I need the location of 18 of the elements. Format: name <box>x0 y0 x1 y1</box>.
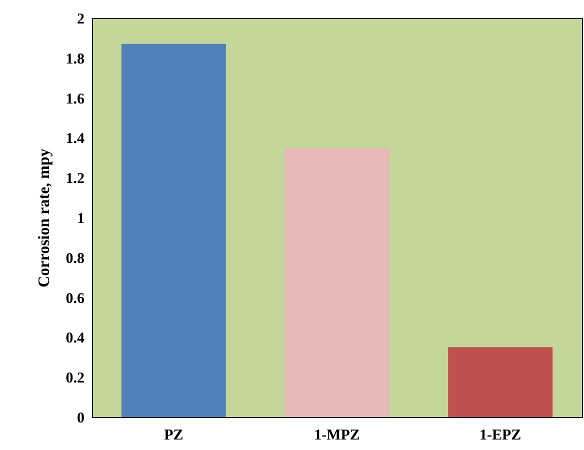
x-tick-label: PZ <box>164 428 184 444</box>
y-tick-label: 1.8 <box>66 51 84 68</box>
x-tick-label: 1-EPZ <box>479 428 522 444</box>
y-tick-label: 0.4 <box>66 330 85 347</box>
y-tick-label: 0.2 <box>66 370 84 387</box>
y-tick-label: 2 <box>77 12 84 28</box>
y-tick-label: 1 <box>77 211 84 227</box>
bar <box>284 148 390 417</box>
y-tick-label: 1.6 <box>66 91 85 108</box>
x-tick-label: 1-MPZ <box>314 428 360 444</box>
bar <box>448 347 553 417</box>
bar <box>121 44 226 417</box>
y-tick-label: 0 <box>77 410 84 426</box>
y-tick-label: 0.6 <box>66 290 85 307</box>
y-axis-title: Corrosion rate, mpy <box>36 148 53 288</box>
y-tick-label: 1.4 <box>66 131 85 148</box>
y-tick-label: 1.2 <box>66 171 84 188</box>
y-tick-label: 0.8 <box>66 250 84 267</box>
